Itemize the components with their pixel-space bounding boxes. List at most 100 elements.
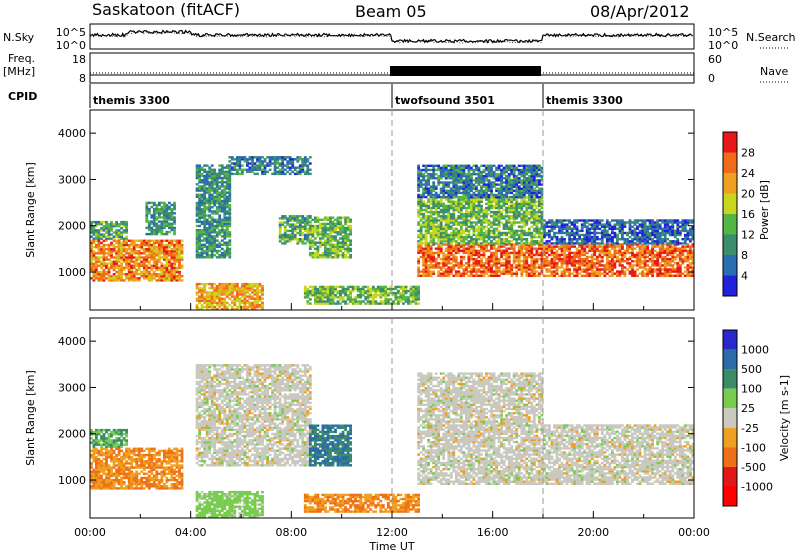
cell-10 xyxy=(419,233,423,237)
cell-3 xyxy=(223,289,227,292)
cell-3 xyxy=(213,305,217,309)
cell-9 xyxy=(482,262,486,265)
cell-5 xyxy=(233,162,237,165)
cell-9 xyxy=(653,245,657,248)
cell-9 xyxy=(480,264,483,267)
cell-9 xyxy=(525,251,529,255)
cell-10 xyxy=(540,213,544,216)
cell-0 xyxy=(163,266,166,270)
cell-4 xyxy=(200,193,204,196)
cell-4 xyxy=(225,174,229,178)
cell-9 xyxy=(616,245,619,248)
cell-8 xyxy=(394,285,398,289)
cell-9 xyxy=(583,268,587,271)
cell-10 xyxy=(507,240,511,243)
cell-9 xyxy=(686,249,690,252)
cell-9 xyxy=(452,253,456,257)
cell-7 xyxy=(329,237,332,240)
cell-9 xyxy=(530,253,534,257)
cell-9 xyxy=(563,247,566,250)
cell-4 xyxy=(213,235,217,238)
cell-4 xyxy=(228,218,232,221)
cell-5 xyxy=(273,170,277,173)
cell-5 xyxy=(253,156,257,159)
cell-7 xyxy=(314,237,317,240)
cell-10 xyxy=(517,206,521,210)
cell-7 xyxy=(319,224,322,228)
cell-8 xyxy=(321,296,325,299)
cell-9 xyxy=(555,270,559,273)
cell-7 xyxy=(341,229,345,232)
cell-11 xyxy=(419,195,423,199)
cell-0 xyxy=(145,277,149,280)
cell-10 xyxy=(472,206,476,210)
cell-3 xyxy=(223,299,227,302)
cell-9 xyxy=(598,260,602,263)
cell-8 xyxy=(308,285,312,289)
cell-5 xyxy=(286,164,290,167)
cell-6 xyxy=(301,231,305,235)
cell-1 xyxy=(122,237,126,240)
cell-5 xyxy=(263,172,267,176)
cell-9 xyxy=(573,262,576,265)
cell-3 xyxy=(256,301,259,305)
cell-0 xyxy=(122,243,126,247)
cell-9 xyxy=(462,257,466,261)
cell-10 xyxy=(467,206,471,210)
cell-10 xyxy=(424,204,428,208)
cell-9 xyxy=(548,243,551,246)
cell-0 xyxy=(110,266,113,270)
cell-7 xyxy=(331,231,335,234)
noise-left-tick-bottom: 10^0 xyxy=(56,39,86,52)
cell-0 xyxy=(92,277,96,280)
cell-10 xyxy=(419,206,423,210)
cell-10 xyxy=(417,240,420,243)
cell-9 xyxy=(658,264,662,267)
cell-4 xyxy=(208,208,212,211)
cell-10 xyxy=(472,225,476,228)
cell-7 xyxy=(314,243,317,246)
cell-4 xyxy=(213,237,217,240)
cell-11 xyxy=(439,166,443,170)
cell-10 xyxy=(492,219,496,222)
cell-3 xyxy=(215,301,219,305)
cell-10 xyxy=(500,196,503,199)
cell-8 xyxy=(351,285,355,289)
cell-10 xyxy=(432,200,436,203)
cell-8 xyxy=(359,302,363,305)
cell-10 xyxy=(510,210,514,214)
cell-2 xyxy=(155,228,159,232)
cell-11 xyxy=(442,185,446,188)
cell-9 xyxy=(683,247,687,250)
cell-9 xyxy=(517,260,521,263)
cell-5 xyxy=(238,172,242,176)
cell-9 xyxy=(608,274,612,277)
cell-0 xyxy=(125,241,128,245)
cell-10 xyxy=(495,219,498,222)
cell-9 xyxy=(641,255,644,259)
cell-7 xyxy=(331,245,335,248)
cell-11 xyxy=(432,168,436,172)
cell-4 xyxy=(225,201,229,205)
cell-10 xyxy=(527,210,531,214)
cell-8 xyxy=(354,285,357,289)
cell-0 xyxy=(140,243,144,247)
cell-9 xyxy=(437,262,441,265)
cell-9 xyxy=(532,266,536,269)
cell-4 xyxy=(198,220,201,223)
cell-9 xyxy=(600,251,604,255)
cell-9 xyxy=(447,270,451,273)
cell-2 xyxy=(173,218,176,221)
cell-1 xyxy=(100,220,103,224)
cell-9 xyxy=(648,272,652,275)
cell-9 xyxy=(449,247,453,250)
cell-4 xyxy=(208,174,212,178)
cell-0 xyxy=(173,279,176,282)
cell-6 xyxy=(298,221,302,224)
cell-9 xyxy=(570,264,574,267)
cell-10 xyxy=(515,208,519,212)
cell-0 xyxy=(127,275,131,278)
cell-4 xyxy=(208,224,212,228)
cell-10 xyxy=(505,208,508,212)
cell-10 xyxy=(472,229,476,233)
